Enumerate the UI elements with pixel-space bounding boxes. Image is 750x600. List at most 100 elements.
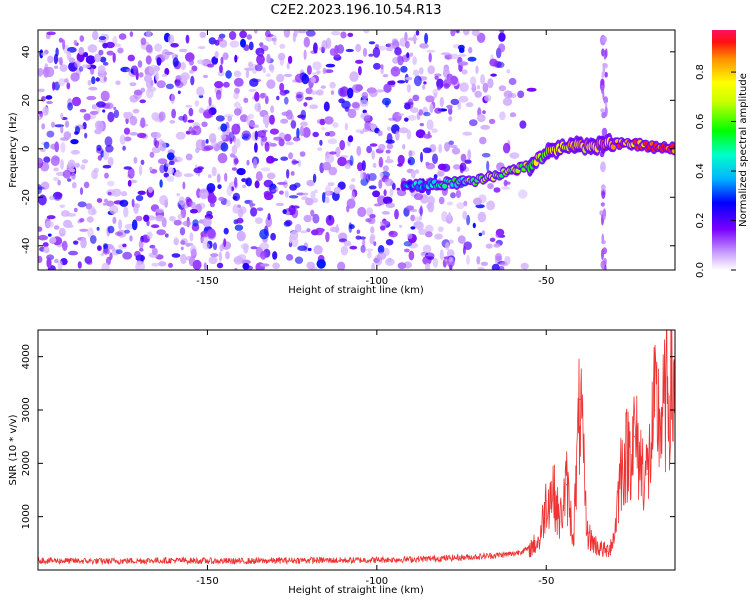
- noise-blob: [413, 75, 422, 87]
- noise-blob: [197, 59, 205, 65]
- noise-blob: [466, 254, 470, 265]
- stripe-blob: [600, 202, 605, 207]
- snr-point: [274, 560, 276, 562]
- noise-blob: [476, 32, 486, 43]
- noise-blob: [438, 143, 443, 154]
- colorbar-tick-label: 0.2: [695, 213, 706, 229]
- noise-blob: [316, 259, 326, 269]
- noise-blob: [432, 88, 439, 96]
- noise-blob: [78, 46, 85, 55]
- noise-blob: [420, 151, 423, 163]
- noise-blob: [199, 31, 207, 39]
- stripe-blob: [602, 247, 608, 255]
- noise-blob: [398, 127, 409, 134]
- noise-blob: [228, 131, 235, 142]
- track-core: [671, 148, 675, 154]
- noise-blob: [285, 141, 294, 146]
- snr-point: [477, 556, 480, 558]
- noise-blob: [448, 140, 455, 146]
- noise-blob: [211, 166, 217, 177]
- noise-blob: [223, 238, 227, 248]
- noise-blob: [253, 158, 258, 169]
- noise-blob: [122, 145, 126, 151]
- noise-blob: [346, 205, 350, 213]
- noise-blob: [351, 191, 356, 202]
- noise-blob: [214, 39, 220, 46]
- spectrogram-track: [400, 132, 675, 193]
- colorbar-ticks: 0.0 0.2 0.4 0.6 0.8: [695, 64, 736, 278]
- noise-blob: [169, 120, 176, 124]
- snr-point: [593, 542, 595, 544]
- noise-blob: [233, 70, 242, 78]
- noise-blob: [242, 262, 250, 270]
- noise-blob: [485, 243, 493, 249]
- noise-blob: [135, 261, 145, 270]
- noise-blob: [370, 233, 376, 242]
- noise-blob: [428, 52, 432, 63]
- noise-blob: [90, 68, 95, 75]
- noise-blob: [207, 188, 214, 193]
- noise-blob: [98, 39, 107, 43]
- noise-blob: [233, 77, 244, 87]
- noise-blob: [310, 90, 318, 95]
- noise-blob: [377, 245, 385, 254]
- noise-blob: [311, 229, 319, 236]
- noise-blob: [254, 180, 260, 189]
- noise-blob: [137, 60, 143, 68]
- noise-blob: [278, 138, 285, 147]
- noise-blob: [297, 159, 302, 167]
- noise-blob: [123, 136, 132, 142]
- noise-blob: [46, 130, 55, 138]
- noise-blob: [509, 152, 520, 159]
- noise-blob: [280, 118, 289, 124]
- snr-point: [410, 558, 412, 560]
- noise-blob: [419, 122, 424, 127]
- noise-blob: [63, 219, 72, 228]
- noise-blob: [264, 192, 274, 201]
- noise-blob: [151, 262, 160, 267]
- noise-blob: [368, 53, 374, 57]
- noise-blob: [38, 226, 43, 232]
- noise-blob: [87, 208, 97, 216]
- snr-point: [599, 548, 602, 550]
- noise-blob: [437, 163, 447, 171]
- noise-blob: [283, 221, 291, 227]
- noise-blob: [53, 225, 60, 230]
- noise-blob: [301, 73, 310, 85]
- noise-blob: [211, 56, 219, 65]
- noise-blob: [60, 210, 70, 217]
- noise-blob: [81, 64, 91, 69]
- noise-blob: [507, 93, 517, 99]
- noise-blob: [419, 43, 429, 49]
- noise-blob: [349, 245, 358, 250]
- noise-blob: [411, 169, 416, 179]
- noise-blob: [456, 30, 460, 34]
- noise-blob: [422, 147, 432, 154]
- noise-blob: [378, 179, 383, 189]
- snr-point: [633, 436, 635, 438]
- noise-blob: [83, 181, 90, 189]
- noise-blob: [102, 243, 109, 249]
- noise-blob: [324, 196, 330, 204]
- noise-blob: [71, 172, 76, 180]
- noise-blob: [189, 232, 194, 242]
- noise-blob: [133, 156, 138, 164]
- noise-blob: [215, 115, 225, 122]
- noise-blob: [475, 204, 485, 209]
- snr-background: [38, 330, 675, 570]
- snr-point: [667, 393, 669, 395]
- noise-blob: [52, 81, 56, 91]
- noise-blob: [327, 138, 338, 145]
- noise-blob: [358, 66, 362, 76]
- noise-blob: [149, 244, 156, 249]
- noise-blob: [327, 182, 335, 187]
- noise-blob: [275, 187, 279, 191]
- noise-blob: [270, 105, 275, 113]
- noise-blob: [219, 64, 223, 74]
- noise-blob: [490, 73, 497, 77]
- noise-blob: [67, 102, 73, 111]
- noise-blob: [117, 47, 124, 54]
- noise-blob: [288, 152, 294, 160]
- noise-blob: [480, 74, 486, 85]
- noise-blob: [334, 45, 339, 55]
